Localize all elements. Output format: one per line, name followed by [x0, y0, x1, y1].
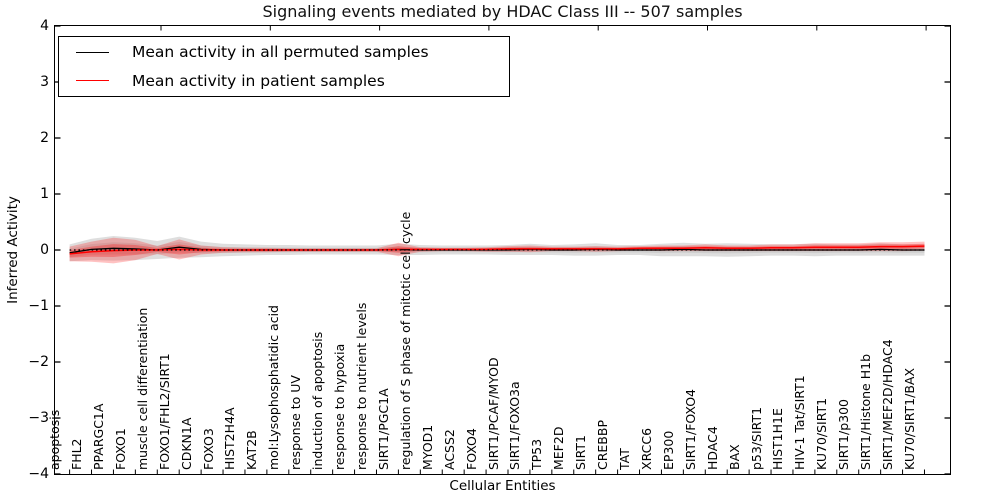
- y-tick-label: −1: [28, 298, 49, 314]
- chart-title: Signaling events mediated by HDAC Class …: [262, 2, 743, 21]
- entity-label: FOXO1: [112, 428, 128, 470]
- chart-canvas: [55, 26, 950, 474]
- legend-label-patient: Mean activity in patient samples: [132, 71, 385, 90]
- entity-label: SIRT1: [573, 435, 589, 470]
- entity-label: p53/SIRT1: [748, 406, 764, 470]
- entity-label: SIRT1/MEF2D/HDAC4: [880, 339, 896, 470]
- entity-label: FOXO1/FHL2/SIRT1: [156, 353, 172, 470]
- y-tick-label: −4: [28, 466, 49, 482]
- entity-label: SIRT1/PCAF/MYOD: [485, 357, 501, 470]
- x-axis-label: Cellular Entities: [449, 478, 556, 494]
- entity-label: KAT2B: [244, 430, 260, 470]
- entity-label: TP53: [529, 438, 545, 470]
- entity-label: ACSS2: [441, 429, 457, 470]
- entity-label: response to UV: [288, 375, 304, 470]
- legend-label-permuted: Mean activity in all permuted samples: [132, 43, 429, 62]
- permuted-line-sample-icon: [76, 51, 109, 53]
- entity-label: SIRT1/FOXO3a: [507, 381, 523, 470]
- entity-label: FHL2: [69, 438, 85, 470]
- entity-label: induction of apoptosis: [310, 331, 326, 470]
- y-tick-label: 1: [40, 186, 49, 202]
- entity-label: SIRT1/Histone H1b: [858, 353, 874, 470]
- entity-label: KU70/SIRT1: [814, 397, 830, 470]
- entity-label: FOXO4: [463, 428, 479, 470]
- legend: Mean activity in all permuted samples Me…: [58, 36, 510, 97]
- entity-label: KU70/SIRT1/BAX: [901, 367, 917, 470]
- patient-line-sample-icon: [76, 80, 109, 82]
- entity-label: response to hypoxia: [332, 343, 348, 470]
- entity-label: MYOD1: [419, 424, 435, 470]
- entity-label: TAT: [617, 448, 633, 470]
- entity-label: FOXO3: [200, 428, 216, 470]
- legend-item-permuted: Mean activity in all permuted samples: [59, 39, 509, 65]
- entity-label: EP300: [660, 430, 676, 470]
- y-tick-label: 3: [40, 74, 49, 90]
- entity-label: HIST2H4A: [222, 407, 238, 470]
- entity-label: HDAC4: [704, 426, 720, 470]
- patient-mean-line: [69, 245, 925, 255]
- entity-label: CDKN1A: [178, 417, 194, 470]
- entity-label: mol:Lysophosphatidic acid: [266, 305, 282, 470]
- y-tick-label: −2: [28, 354, 49, 370]
- y-tick-label: −3: [28, 410, 49, 426]
- plot-area-border: [54, 25, 951, 475]
- entity-label: response to nutrient levels: [353, 302, 369, 470]
- entity-label: XRCC6: [638, 427, 654, 470]
- y-tick-label: 4: [40, 18, 49, 34]
- entity-label: HIST1H1E: [770, 408, 786, 470]
- y-tick-label: 2: [40, 130, 49, 146]
- y-tick-label: 0: [40, 242, 49, 258]
- entity-label: CREBBP: [595, 420, 611, 470]
- entity-label: muscle cell differentiation: [134, 307, 150, 470]
- entity-label: HIV-1 Tat/SIRT1: [792, 375, 808, 470]
- entity-label: SIRT1/FOXO4: [682, 389, 698, 470]
- legend-item-patient: Mean activity in patient samples: [59, 68, 509, 94]
- entity-label: MEF2D: [551, 426, 567, 470]
- entity-label: BAX: [726, 444, 742, 470]
- entity-label: SIRT1/p300: [836, 399, 852, 470]
- entity-label: SIRT1/PGC1A: [375, 388, 391, 470]
- entity-label: PPARGC1A: [90, 403, 106, 470]
- entity-label: regulation of S phase of mitotic cell cy…: [397, 211, 413, 470]
- entity-label: apoptosis: [47, 409, 63, 470]
